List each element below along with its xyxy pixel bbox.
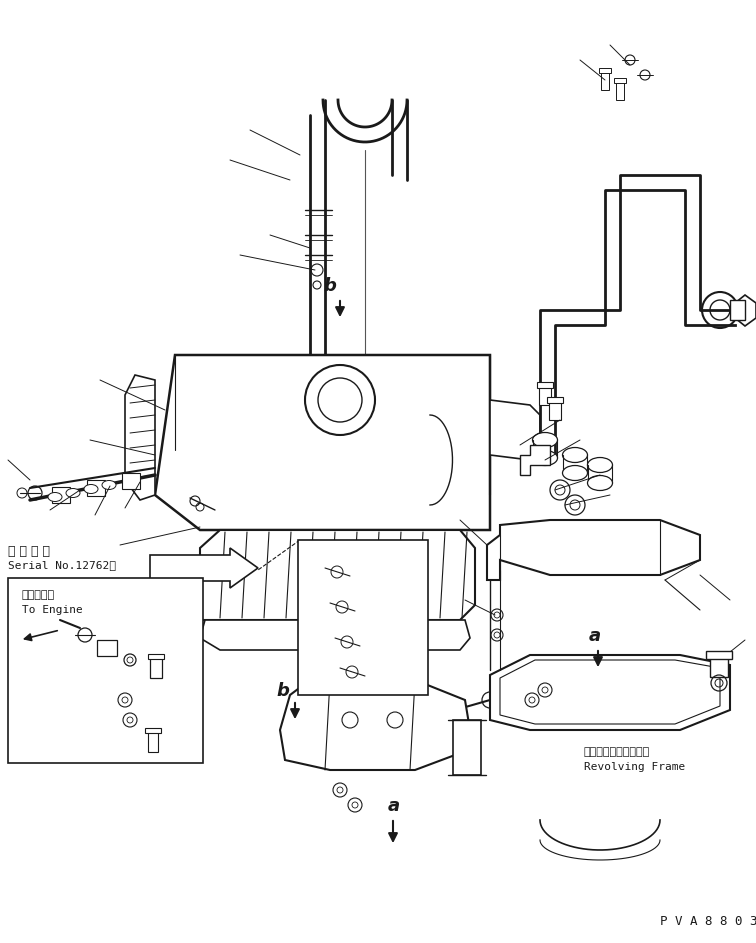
Text: レボルビングフレーム: レボルビングフレーム (584, 747, 650, 757)
Bar (549, 400, 561, 420)
Bar (710, 655, 728, 677)
Bar (150, 656, 162, 678)
Ellipse shape (562, 448, 587, 462)
Text: b: b (277, 682, 290, 700)
Ellipse shape (66, 488, 80, 498)
Ellipse shape (84, 485, 98, 493)
Polygon shape (125, 375, 155, 500)
Bar (614, 78, 626, 83)
Bar (706, 651, 732, 659)
Bar (8, 578, 203, 763)
Ellipse shape (532, 433, 557, 448)
Bar (145, 728, 161, 733)
Polygon shape (155, 355, 490, 530)
Bar (599, 68, 611, 73)
Polygon shape (520, 445, 550, 475)
Bar (315, 625, 325, 643)
Bar (122, 473, 140, 489)
Bar (375, 630, 385, 648)
Text: 適 用 号 機: 適 用 号 機 (8, 545, 50, 558)
Bar (537, 382, 553, 388)
Polygon shape (487, 520, 700, 580)
Polygon shape (490, 655, 730, 730)
Bar (547, 397, 563, 403)
Bar (343, 633, 357, 638)
Bar (345, 635, 355, 653)
Bar (148, 730, 158, 752)
Text: P V A 8 8 0 3: P V A 8 8 0 3 (660, 915, 756, 928)
Bar (148, 654, 164, 659)
Text: To Engine: To Engine (22, 605, 82, 615)
Text: b: b (324, 277, 336, 295)
Polygon shape (735, 295, 756, 326)
Polygon shape (280, 678, 470, 770)
Bar (87, 480, 105, 496)
Text: a: a (589, 627, 601, 645)
Bar (730, 300, 745, 320)
Text: Revolving Frame: Revolving Frame (584, 762, 685, 772)
Text: エンジンへ: エンジンへ (22, 590, 55, 600)
Polygon shape (150, 548, 258, 588)
Text: Serial No.12762～: Serial No.12762～ (8, 560, 116, 570)
Polygon shape (200, 530, 475, 620)
Polygon shape (200, 620, 470, 650)
Ellipse shape (587, 475, 612, 490)
Bar (373, 628, 387, 633)
Ellipse shape (587, 457, 612, 472)
Ellipse shape (102, 481, 116, 489)
Bar (298, 540, 428, 695)
Text: a: a (388, 797, 400, 815)
Bar (616, 80, 624, 100)
Bar (539, 385, 551, 405)
Bar (313, 623, 327, 628)
Ellipse shape (48, 492, 62, 502)
Bar (601, 70, 609, 90)
Ellipse shape (532, 451, 557, 466)
Bar (453, 720, 481, 775)
Bar (97, 640, 117, 656)
Bar (52, 487, 70, 503)
Ellipse shape (562, 466, 587, 481)
Polygon shape (490, 400, 540, 460)
